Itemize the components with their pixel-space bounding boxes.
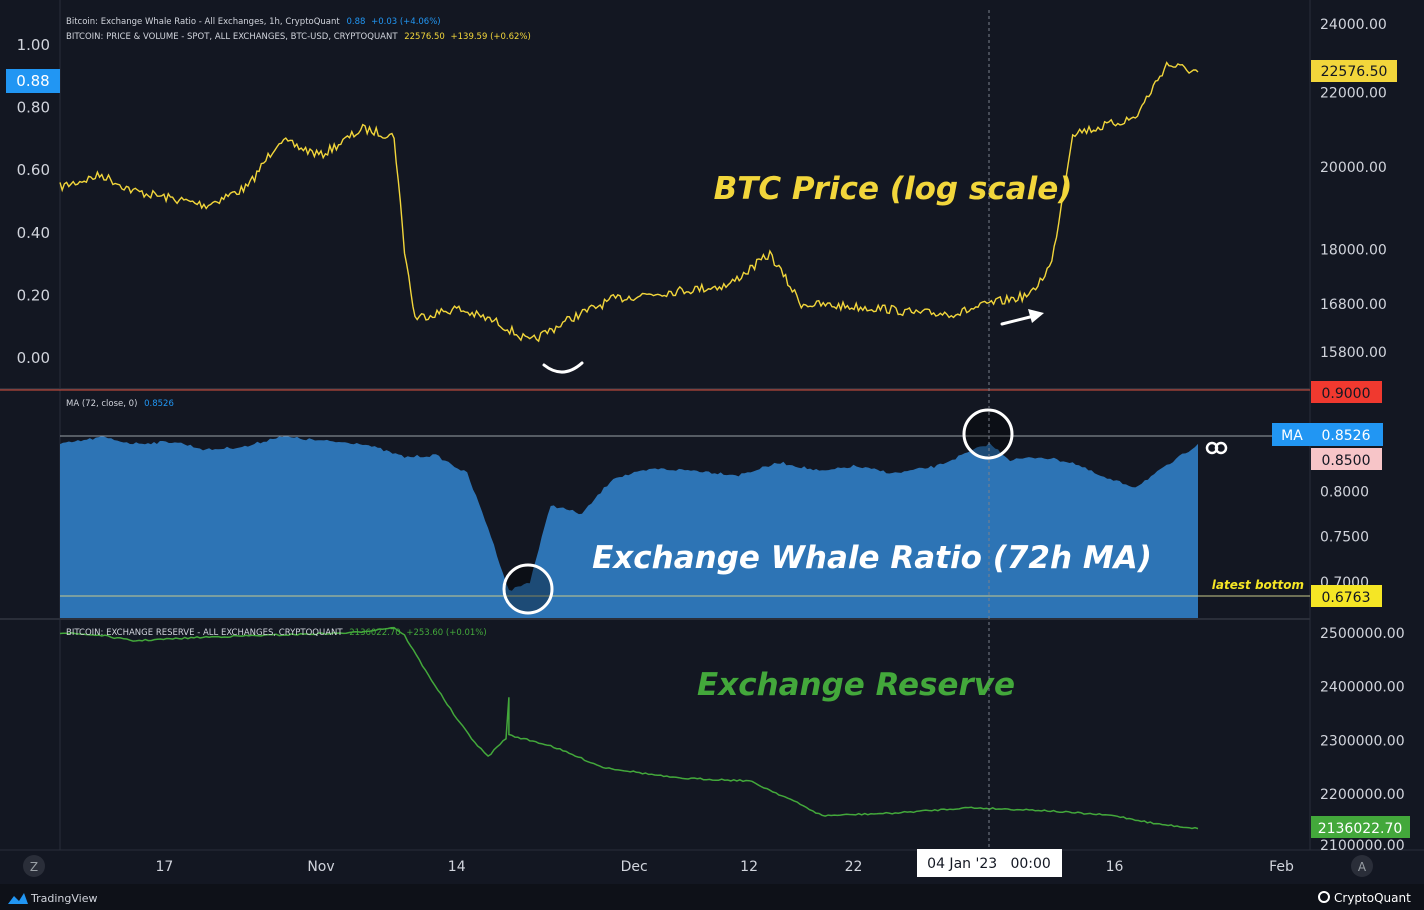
price-legend-line1: Bitcoin: Exchange Whale Ratio - All Exch…	[66, 17, 441, 27]
time-axis-label: Feb	[1269, 859, 1294, 875]
cryptoquant-logo[interactable]: CryptoQuant	[1318, 891, 1411, 905]
ratio-axis-tick: 0.20	[17, 286, 50, 304]
reserve-annotation: Exchange Reserve	[697, 667, 1015, 703]
exchange-reserve-line	[59, 626, 1199, 830]
svg-text:Z: Z	[30, 860, 38, 874]
latest-bottom-label: latest bottom	[1212, 578, 1304, 592]
svg-text:0.88: 0.88	[16, 72, 49, 90]
ratio-axis-tick: 0.60	[17, 161, 50, 179]
whale-ratio-pane: MA (72, close, 0) 0.8526 Exchange Whale …	[60, 381, 1383, 618]
price-legend-line2: BITCOIN: PRICE & VOLUME - SPOT, ALL EXCH…	[66, 32, 531, 42]
svg-text:MA: MA	[1281, 428, 1303, 444]
svg-text:0.6763: 0.6763	[1322, 590, 1371, 606]
reserve-axis-tick: 2200000.00	[1320, 787, 1405, 803]
top-circle-marker	[962, 408, 1014, 460]
cryptoquant-icon	[1318, 891, 1330, 903]
eye-icon[interactable]	[1205, 441, 1228, 455]
footer-bar	[0, 884, 1424, 910]
bottom-circle-marker	[502, 563, 554, 615]
bottom-badge: 0.6763	[1311, 585, 1382, 607]
time-axis-label: 16	[1106, 859, 1124, 875]
time-axis-label: 17	[155, 859, 173, 875]
price-annotation: BTC Price (log scale)	[714, 171, 1073, 207]
reserve-pane: BITCOIN: EXCHANGE RESERVE - ALL EXCHANGE…	[59, 626, 1410, 854]
svg-text:0.8526: 0.8526	[1322, 428, 1371, 444]
svg-text:A: A	[1358, 860, 1367, 874]
reserve-axis-tick: 2500000.00	[1320, 626, 1405, 642]
price-left-axis: 1.00 0.80 0.60 0.40 0.20 0.00	[17, 36, 50, 367]
tradingview-icon	[8, 893, 28, 904]
svg-text:0.9000: 0.9000	[1322, 386, 1371, 402]
ratio-axis-tick: 1.00	[17, 36, 50, 54]
svg-text:2136022.70: 2136022.70	[1318, 821, 1403, 837]
ratio-axis-tick: 0.80	[17, 99, 50, 117]
reserve-axis-tick: 2300000.00	[1320, 733, 1405, 749]
zoom-reset-button[interactable]: Z	[23, 855, 45, 877]
threshold-badge: 0.8500	[1311, 448, 1382, 470]
price-badge: 22576.50	[1311, 60, 1397, 82]
reserve-axis: 2500000.00 2400000.00 2300000.00 2200000.00	[1320, 626, 1405, 803]
price-axis-tick: 20000.00	[1320, 160, 1387, 176]
price-pane: 1.00 0.80 0.60 0.40 0.20 0.00 15800.00 16800.0…	[6, 17, 1397, 374]
arrow-icon	[1000, 309, 1044, 326]
whale-axis-tick: 0.7500	[1320, 530, 1369, 546]
ma-badge: MA 0.8526	[1272, 423, 1383, 446]
ratio-axis-tick: 0.00	[17, 349, 50, 367]
svg-text:0.8500: 0.8500	[1322, 453, 1371, 469]
ratio-axis-tick: 0.40	[17, 224, 50, 242]
whale-ratio-area	[60, 436, 1198, 618]
price-axis-tick: 18000.00	[1320, 243, 1387, 259]
price-axis-tick: 16800.00	[1320, 297, 1387, 313]
price-axis-tick: 15800.00	[1320, 345, 1387, 361]
btc-price-line	[59, 61, 1199, 343]
auto-scale-button[interactable]: A	[1351, 855, 1373, 877]
left-badge: 0.88	[6, 69, 60, 93]
time-axis-label: Dec	[621, 859, 648, 875]
svg-text:22576.50: 22576.50	[1321, 64, 1388, 80]
time-axis-label: Nov	[307, 859, 334, 875]
time-axis-label: 22	[845, 859, 863, 875]
whale-axis-tick: 0.8000	[1320, 484, 1369, 500]
reserve-badge: 2136022.70	[1311, 816, 1410, 838]
price-axis-tick: 22000.00	[1320, 85, 1387, 101]
reserve-legend: BITCOIN: EXCHANGE RESERVE - ALL EXCHANGE…	[66, 628, 487, 638]
svg-text:TradingView: TradingView	[30, 892, 97, 905]
crosshair-time-label: 04 Jan '23 00:00	[917, 849, 1062, 877]
svg-text:04 Jan '23 00:00: 04 Jan '23 00:00	[927, 856, 1051, 872]
whale-legend: MA (72, close, 0) 0.8526	[66, 399, 174, 409]
reserve-partial-tick: 2100000.00	[1320, 838, 1405, 854]
bottom-smile-marker	[542, 361, 584, 374]
time-axis-label: 12	[740, 859, 758, 875]
svg-text:CryptoQuant: CryptoQuant	[1334, 891, 1411, 905]
reserve-axis-tick: 2400000.00	[1320, 680, 1405, 696]
time-axis[interactable]: 17 Nov 14 Dec 12 22 16 Feb	[155, 859, 1294, 875]
top-badge: 0.9000	[1311, 381, 1382, 403]
tradingview-logo[interactable]: TradingView	[8, 892, 97, 905]
price-right-axis: 15800.00 16800.00 18000.00 20000.00 22000.00…	[1320, 17, 1387, 361]
time-axis-label: 14	[448, 859, 466, 875]
whale-annotation: Exchange Whale Ratio (72h MA)	[592, 540, 1152, 576]
price-axis-tick: 24000.00	[1320, 17, 1387, 33]
